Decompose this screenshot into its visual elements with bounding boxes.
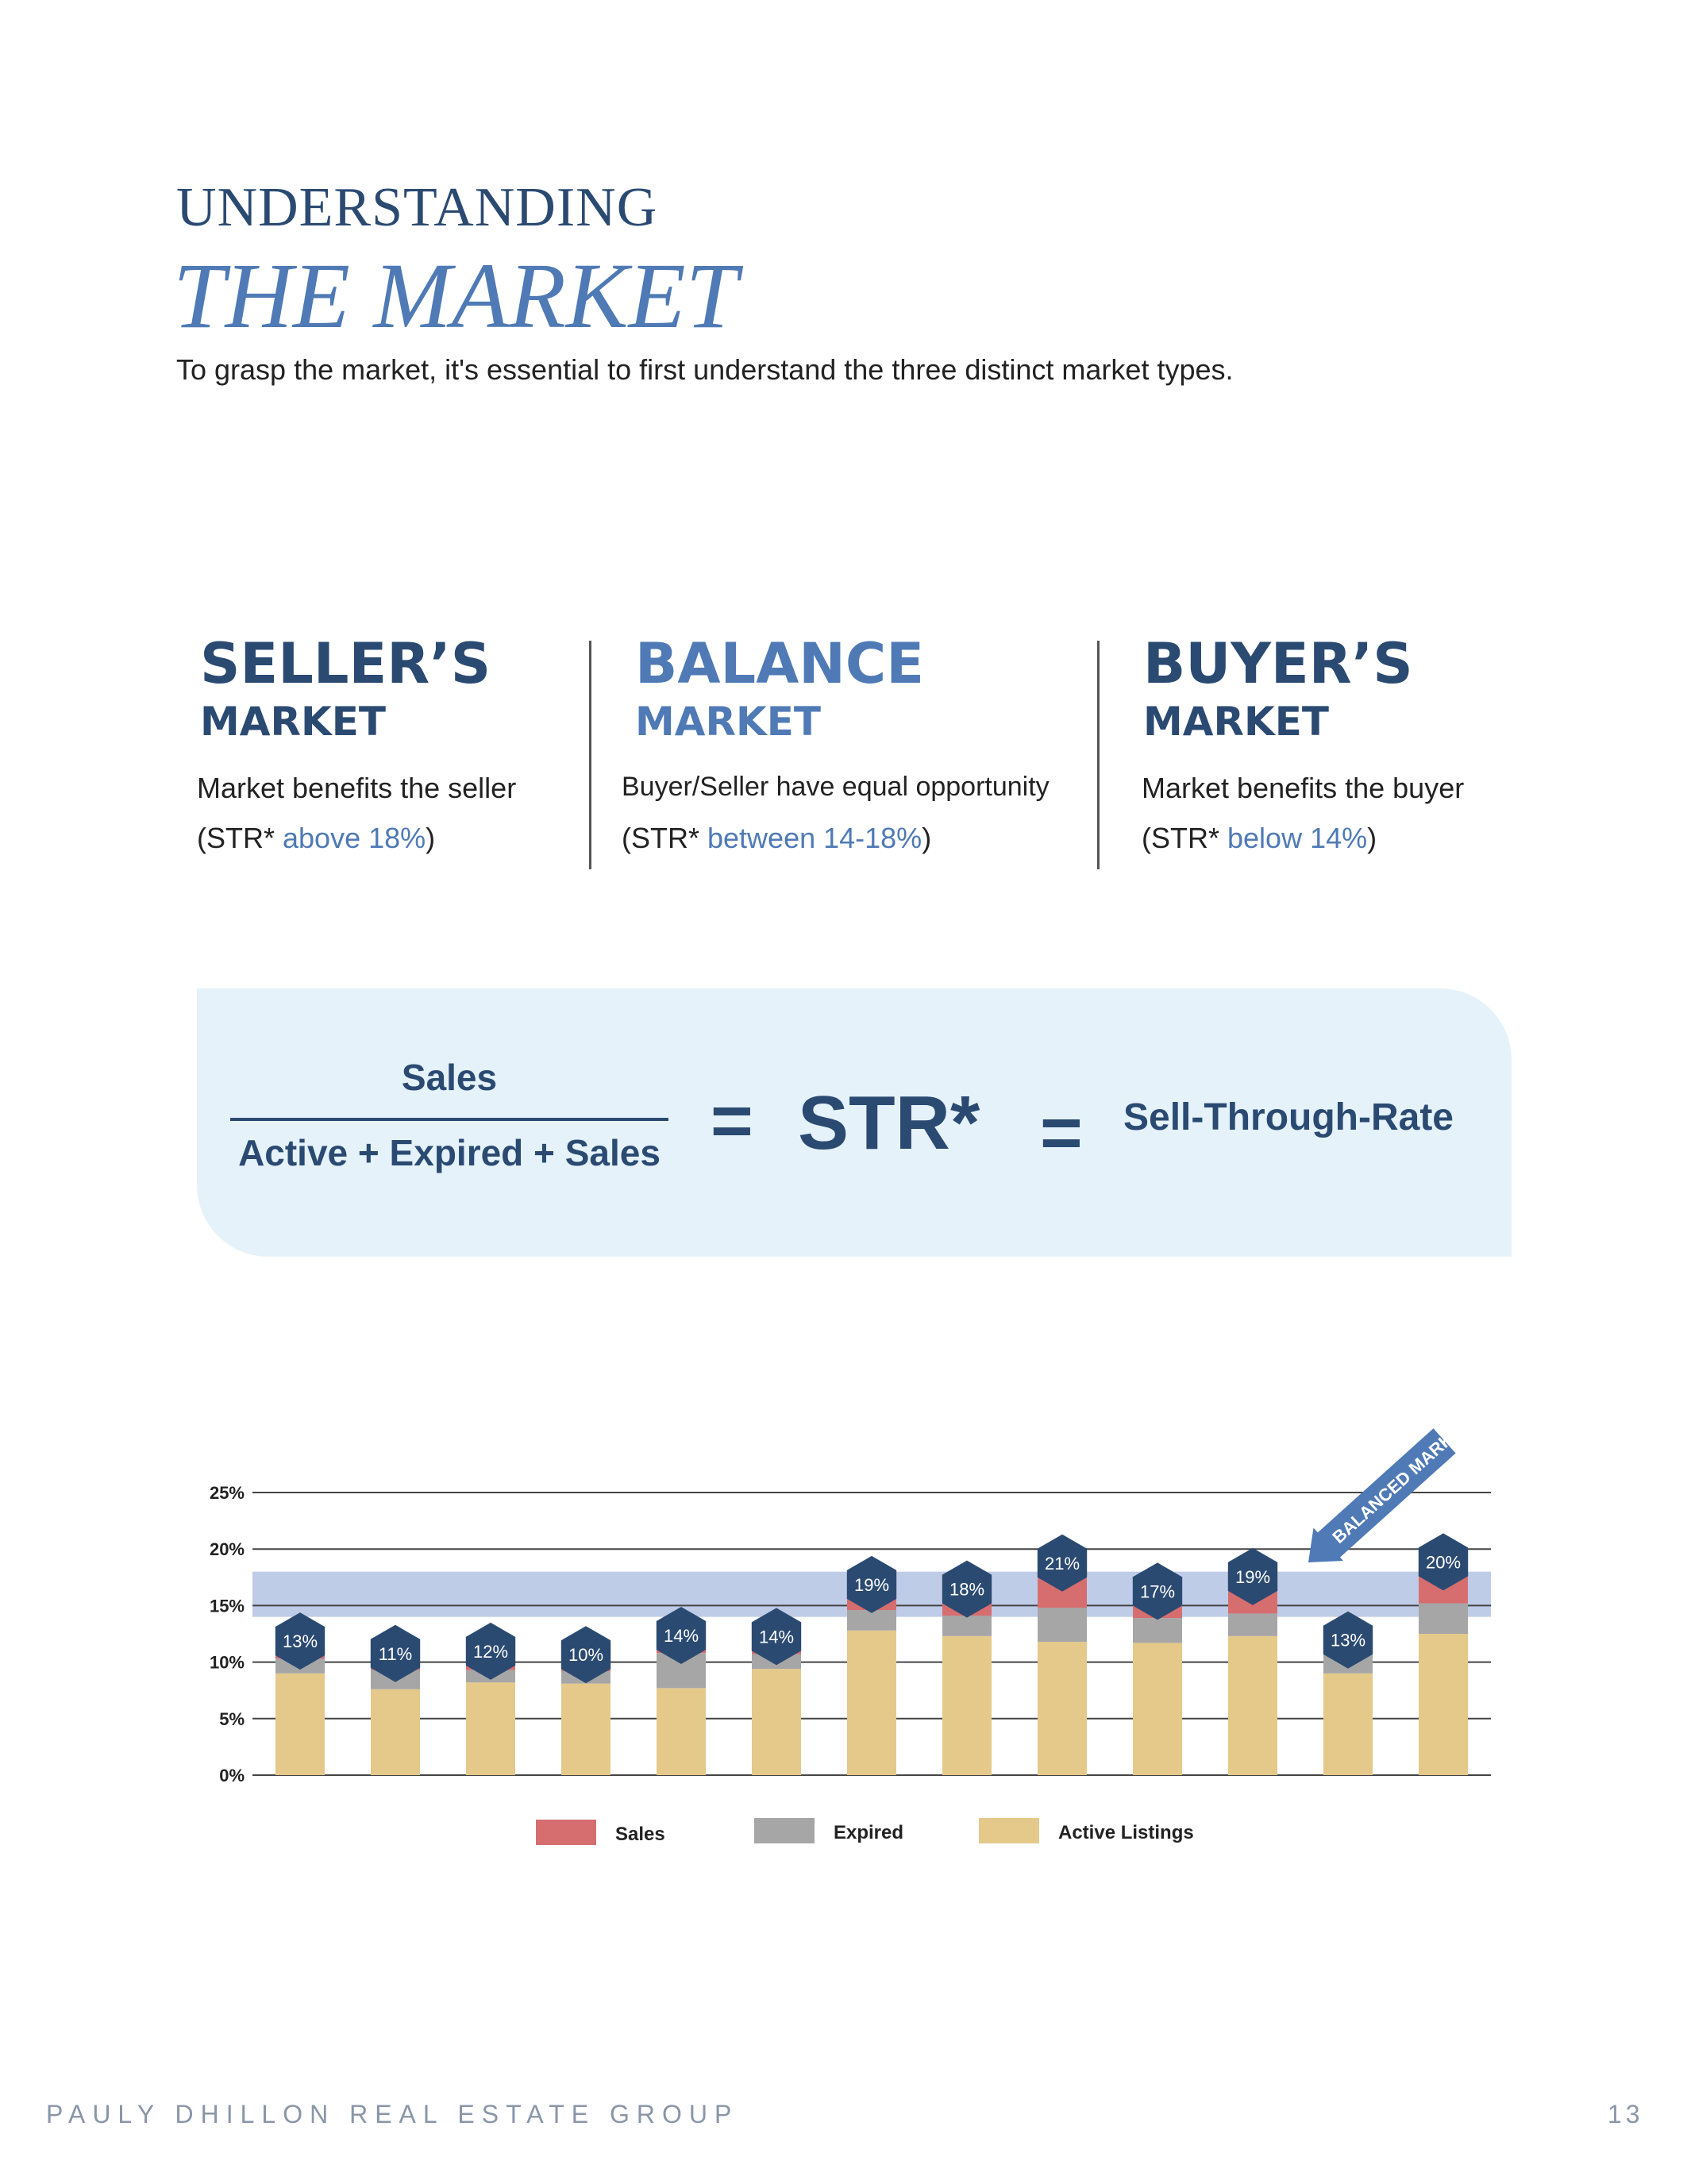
bar-segment <box>847 1610 896 1631</box>
bar-segment <box>942 1635 992 1775</box>
bar-segment <box>1323 1673 1373 1775</box>
str-value-label: 21% <box>1045 1554 1080 1573</box>
balance-market-str: (STR* between 14-18%) <box>622 822 932 854</box>
str-value-badge <box>465 1622 516 1680</box>
str-value-label: 14% <box>759 1627 794 1647</box>
buyers-market-title: BUYER’S <box>1143 631 1413 696</box>
str-value-label: 19% <box>854 1575 889 1595</box>
y-tick-label: 15% <box>210 1596 245 1616</box>
bar-segment <box>275 1673 325 1775</box>
bar-segment <box>1038 1608 1087 1642</box>
buyers-market-str: (STR* below 14%) <box>1142 822 1377 854</box>
formula-denominator: Active + Expired + Sales <box>238 1132 661 1173</box>
str-value-badge <box>942 1560 992 1618</box>
formula-panel <box>197 988 1512 1257</box>
str-value-badge <box>1037 1534 1088 1592</box>
bar-segment <box>847 1630 896 1775</box>
str-value-badge <box>370 1624 421 1682</box>
sellers-market-str: (STR* above 18%) <box>197 822 436 854</box>
legend-label: Expired <box>834 1822 903 1843</box>
bar-segment <box>1419 1634 1468 1775</box>
y-tick-label: 5% <box>219 1709 245 1729</box>
str-value-label: 13% <box>283 1631 318 1651</box>
bar-segment <box>371 1689 420 1775</box>
str-value-label: 11% <box>379 1644 412 1664</box>
y-tick-label: 20% <box>210 1539 245 1559</box>
bar-segment <box>752 1669 801 1775</box>
bar-segment <box>1038 1641 1087 1775</box>
formula-result: STR* <box>798 1080 980 1165</box>
formula-definition: Sell-Through-Rate <box>1123 1096 1454 1138</box>
bar-segment <box>1419 1603 1468 1634</box>
bar-segment <box>466 1682 515 1775</box>
legend-label: Sales <box>615 1824 665 1845</box>
str-value-label: 14% <box>664 1626 699 1646</box>
str-value-label: 12% <box>473 1642 508 1662</box>
str-value-badge <box>1323 1611 1373 1669</box>
column-divider <box>1097 641 1100 869</box>
str-value-badge <box>1132 1562 1183 1620</box>
formula-equals: = <box>1040 1092 1083 1173</box>
str-value-badge <box>751 1608 802 1666</box>
str-value-badge <box>656 1607 707 1664</box>
str-value-badge <box>846 1555 897 1613</box>
y-tick-label: 10% <box>210 1653 245 1673</box>
str-value-badge <box>275 1612 325 1670</box>
str-value-label: 20% <box>1426 1552 1461 1572</box>
column-divider <box>589 641 591 869</box>
str-value-label: 13% <box>1331 1631 1365 1651</box>
str-value-label: 18% <box>949 1580 984 1600</box>
buyers-market-description: Market benefits the buyer <box>1142 772 1465 804</box>
bar-segment <box>1228 1613 1277 1636</box>
balance-market-title: BALANCE <box>635 631 925 696</box>
str-value-badge <box>1418 1533 1469 1591</box>
str-value-label: 10% <box>568 1645 603 1665</box>
formula-fraction-line <box>230 1118 668 1121</box>
formula-numerator: Sales <box>401 1057 498 1098</box>
footer-brand: PAULY DHILLON REAL ESTATE GROUP <box>46 2100 739 2128</box>
buyers-market-subtitle: MARKET <box>1143 699 1329 745</box>
bar-segment <box>1133 1618 1182 1643</box>
intro-text: To grasp the market, it's essential to f… <box>176 353 1234 386</box>
balance-market-description: Buyer/Seller have equal opportunity <box>622 772 1050 802</box>
legend-label: Active Listings <box>1058 1822 1194 1843</box>
page-kicker: UNDERSTANDING <box>176 177 658 238</box>
sellers-market-description: Market benefits the seller <box>197 772 517 804</box>
y-tick-label: 0% <box>219 1766 245 1785</box>
legend-swatch <box>754 1818 815 1843</box>
bar-segment <box>1133 1643 1182 1775</box>
formula-equals: = <box>711 1080 753 1161</box>
balance-market-subtitle: MARKET <box>635 699 821 745</box>
legend-swatch <box>536 1820 596 1845</box>
page-title: THE MARKET <box>173 244 738 348</box>
page-number: 13 <box>1608 2100 1644 2128</box>
str-stacked-bar-chart: 0% 5% 10% 15% 20% 25% 13% 11% 12% 10% 14% 14% 19% 18%… <box>209 1413 1491 1845</box>
bar-segment <box>1228 1635 1277 1775</box>
str-value-label: 17% <box>1140 1581 1175 1601</box>
bar-segment <box>942 1616 992 1636</box>
bar-segment <box>657 1688 706 1775</box>
legend-swatch <box>979 1818 1039 1843</box>
str-value-badge <box>1227 1547 1278 1605</box>
sellers-market-subtitle: MARKET <box>200 699 386 745</box>
arrow-shape <box>1308 1428 1456 1562</box>
balanced-market-annotation: BALANCED MARKET <box>1328 1413 1473 1547</box>
str-value-label: 19% <box>1235 1567 1270 1587</box>
bar-segment <box>561 1683 610 1775</box>
sellers-market-title: SELLER’S <box>200 631 491 696</box>
y-tick-label: 25% <box>210 1483 245 1503</box>
str-value-badge <box>560 1626 611 1684</box>
